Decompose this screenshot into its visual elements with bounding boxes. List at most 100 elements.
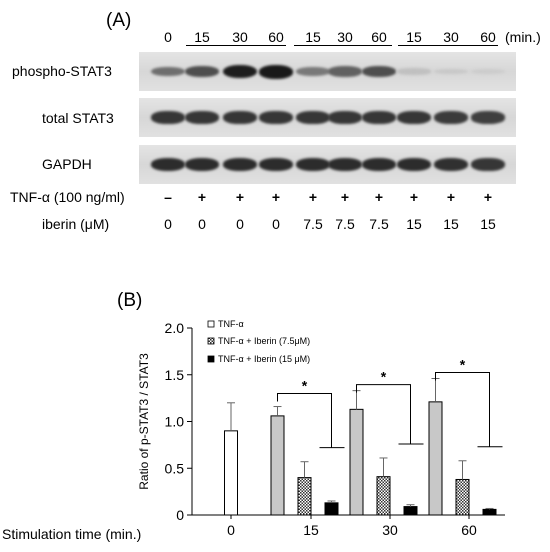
blot-band-0-1 (185, 65, 219, 78)
blot-band-1-8 (434, 111, 468, 124)
legend-label-2: TNF-α + Iberin (15 μM) (218, 354, 310, 364)
treatment-value-0-1: + (197, 189, 207, 205)
blot-band-2-9 (471, 158, 505, 171)
treatment-value-0-9: + (483, 189, 493, 205)
blot-band-2-3 (259, 157, 293, 172)
blot-band-1-0 (151, 111, 185, 124)
legend-swatch-2 (207, 355, 215, 363)
treatment-label-1: iberin (μM) (42, 216, 110, 232)
blot-label-1: total STAT3 (42, 110, 114, 126)
y-tick-label-4: 2.0 (165, 320, 185, 336)
bar-s1-c2 (376, 476, 391, 516)
x-tick-label-3: 60 (461, 522, 477, 538)
legend-swatch-1 (207, 337, 215, 345)
significance-bracket-3 (435, 371, 490, 447)
blot-band-1-6 (362, 111, 396, 124)
treatment-value-0-7: + (409, 189, 419, 205)
treatment-value-1-4: 7.5 (303, 216, 323, 232)
bar-s0-c2 (349, 408, 364, 516)
blot-band-1-7 (397, 111, 431, 124)
blot-band-2-2 (223, 157, 257, 172)
treatment-value-0-5: + (340, 189, 350, 205)
bar-s1-c1 (297, 477, 312, 516)
blot-strip-1 (139, 98, 516, 137)
treatment-value-0-0: – (164, 189, 172, 205)
blot-band-1-4 (296, 111, 330, 124)
treatment-label-0: TNF-α (100 ng/ml) (10, 189, 125, 205)
legend-swatch-0 (207, 320, 215, 328)
x-tick-label-1: 15 (303, 522, 319, 538)
blot-band-2-1 (185, 157, 219, 172)
panel-b-label: (B) (117, 290, 143, 311)
y-tick-label-2: 1.0 (165, 414, 185, 430)
time-tick-0: 0 (164, 29, 172, 45)
x-tick-label-2: 30 (382, 522, 398, 538)
blot-strip-0 (139, 52, 516, 91)
blot-band-2-0 (151, 157, 185, 172)
bar-s1-c3 (455, 478, 470, 516)
x-tick-label-0: 0 (227, 522, 235, 538)
treatment-value-0-6: + (374, 189, 384, 205)
blot-band-2-4 (296, 157, 330, 172)
group-underline-iberin-15 (398, 45, 498, 46)
time-tick-3: 60 (268, 29, 284, 45)
bar-s2-c1 (324, 502, 339, 516)
blot-band-2-8 (434, 158, 468, 171)
bar-s2-c2 (403, 506, 418, 516)
time-tick-2: 30 (232, 29, 248, 45)
time-tick-4: 15 (305, 29, 321, 45)
significance-bracket-1 (277, 392, 332, 448)
treatment-value-1-8: 15 (443, 216, 459, 232)
blot-band-2-5 (328, 157, 362, 172)
treatment-value-1-7: 15 (406, 216, 422, 232)
significance-star-3: * (460, 356, 466, 372)
bar-s0-c0 (224, 430, 238, 516)
chart-xlabel: Stimulation time (min.) (2, 526, 142, 542)
blot-band-1-5 (328, 111, 362, 124)
blot-strip-2 (139, 145, 516, 184)
time-tick-7: 15 (406, 29, 422, 45)
y-tick-label-3: 1.5 (165, 367, 185, 383)
treatment-value-1-1: 0 (198, 216, 206, 232)
blot-band-0-7 (397, 68, 431, 75)
time-tick-6: 60 (371, 29, 387, 45)
bar-s0-c1 (270, 415, 285, 516)
treatment-value-0-4: + (308, 189, 318, 205)
blot-band-0-3 (259, 64, 293, 79)
blot-label-2: GAPDH (42, 156, 92, 172)
legend-label-1: TNF-α + Iberin (7.5μM) (218, 336, 310, 346)
treatment-value-0-3: + (271, 189, 281, 205)
treatment-value-0-2: + (235, 189, 245, 205)
blot-label-0: phospho-STAT3 (12, 63, 112, 79)
treatment-value-0-8: + (446, 189, 456, 205)
time-tick-5: 30 (337, 29, 353, 45)
panel-a-label: (A) (106, 10, 132, 31)
treatment-value-1-5: 7.5 (335, 216, 355, 232)
treatment-value-1-2: 0 (236, 216, 244, 232)
blot-band-1-1 (185, 111, 219, 124)
y-tick-label-0: 0 (176, 507, 184, 523)
blot-band-0-2 (223, 64, 257, 79)
blot-band-0-5 (328, 66, 362, 77)
blot-band-2-7 (397, 157, 431, 172)
chart-ylabel: Ratio of p-STAT3 / STAT3 (137, 353, 151, 490)
treatment-value-1-6: 7.5 (369, 216, 389, 232)
treatment-value-1-3: 0 (272, 216, 280, 232)
significance-star-2: * (381, 369, 387, 385)
blot-band-1-3 (259, 111, 293, 124)
blot-band-1-9 (471, 111, 505, 124)
treatment-value-1-9: 15 (480, 216, 496, 232)
legend-label-0: TNF-α (218, 319, 244, 329)
group-underline-tnf (186, 45, 286, 46)
time-tick-9: 60 (480, 29, 496, 45)
blot-band-0-8 (434, 68, 468, 75)
y-tick-label-1: 0.5 (165, 460, 185, 476)
time-tick-8: 30 (443, 29, 459, 45)
blot-band-0-6 (362, 65, 396, 78)
blot-band-0-9 (471, 68, 505, 75)
blot-band-2-6 (362, 157, 396, 172)
blot-band-0-0 (151, 66, 185, 77)
significance-bracket-2 (356, 384, 411, 444)
blot-band-0-4 (296, 66, 330, 77)
